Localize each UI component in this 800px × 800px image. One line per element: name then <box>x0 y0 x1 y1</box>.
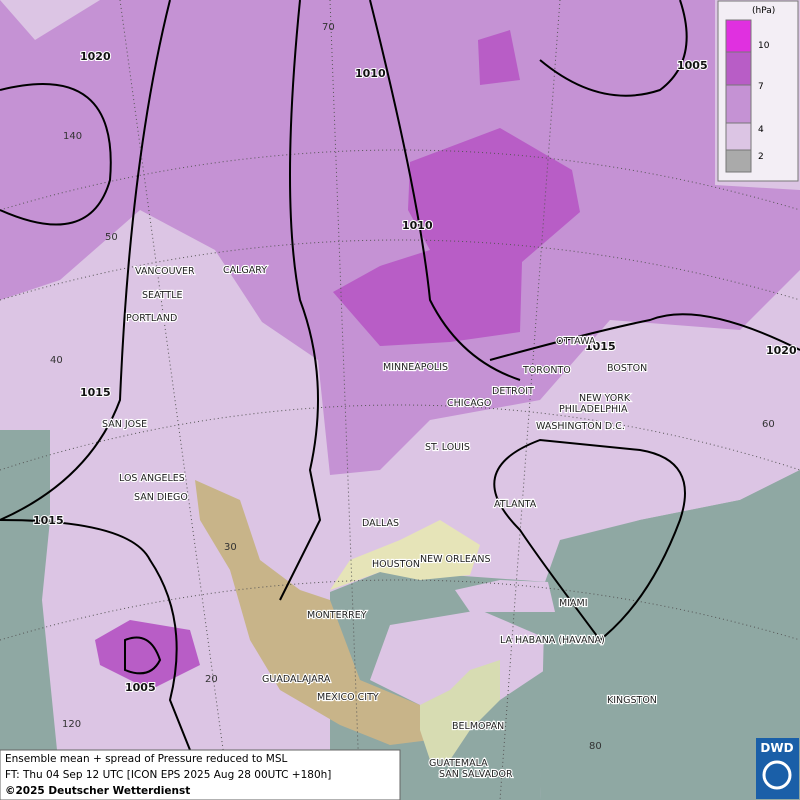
city: WASHINGTON D.C. <box>536 421 625 432</box>
isobar-label: 1015 <box>585 340 616 353</box>
city-labels: VANCOUVER CALGARY SEATTLE PORTLAND OTTAW… <box>101 264 658 781</box>
graticule-label: 120 <box>62 719 81 730</box>
graticule-label: 20 <box>205 674 218 685</box>
graticule-label: 40 <box>50 355 63 366</box>
city: SAN JOSE <box>102 419 147 430</box>
footer-line: Ensemble mean + spread of Pressure reduc… <box>5 753 288 765</box>
spread-low <box>455 580 555 612</box>
graticule-label: 50 <box>105 232 118 243</box>
legend-swatch <box>725 122 752 151</box>
graticule-label: 80 <box>589 741 602 752</box>
city: LA HABANA (HAVANA) <box>500 635 605 646</box>
city: LOS ANGELES <box>119 473 185 484</box>
isobar-label: 1020 <box>766 344 797 357</box>
city: NEW YORK <box>579 393 631 404</box>
city: SAN SALVADOR <box>439 769 513 780</box>
legend-swatch <box>725 84 752 124</box>
isobar-label: 1015 <box>80 386 111 399</box>
coastal-plain <box>330 520 480 590</box>
legend-swatch <box>725 51 752 86</box>
graticule-label: 140 <box>63 131 82 142</box>
isobar-label: 1010 <box>402 219 433 232</box>
footer-line: FT: Thu 04 Sep 12 UTC [ICON EPS 2025 Aug… <box>5 769 331 781</box>
legend-level: 2 <box>758 152 764 162</box>
spread-high <box>95 30 580 690</box>
graticule-label: 70 <box>322 22 335 33</box>
city: PORTLAND <box>126 313 177 324</box>
city: MEXICO CITY <box>317 692 379 703</box>
city: CHICAGO <box>447 398 491 409</box>
legend-level: 7 <box>758 82 764 92</box>
isobar-label: 1020 <box>80 50 111 63</box>
city: OTTAWA <box>556 336 596 347</box>
city: CALGARY <box>223 265 267 276</box>
legend-swatch <box>725 19 752 53</box>
legend: (hPa) 10 7 4 2 <box>717 0 799 182</box>
lowland <box>420 660 500 760</box>
city: MIAMI <box>559 598 588 609</box>
city: MINNEAPOLIS <box>383 362 448 373</box>
city: TORONTO <box>522 365 571 376</box>
city: GUATEMALA <box>429 758 488 769</box>
city: SEATTLE <box>142 290 183 301</box>
logo-icon <box>762 760 792 790</box>
city: BOSTON <box>607 363 647 374</box>
legend-swatch <box>725 149 752 173</box>
legend-unit: (hPa) <box>752 6 775 16</box>
city: BELMOPAN <box>452 721 504 732</box>
legend-level: 10 <box>758 41 770 51</box>
city: DALLAS <box>362 518 399 529</box>
city: MONTERREY <box>307 610 367 621</box>
city: GUADALAJARA <box>262 674 331 685</box>
legend-level: 4 <box>758 125 764 135</box>
city: DETROIT <box>492 386 534 397</box>
graticule-label: 60 <box>762 419 775 430</box>
graticule-label: 30 <box>224 542 237 553</box>
footer-box <box>0 749 401 800</box>
city: NEW ORLEANS <box>420 554 491 565</box>
isobar-label: 1005 <box>125 681 156 694</box>
isobar-label: 1005 <box>677 59 708 72</box>
city: ATLANTA <box>494 499 537 510</box>
spread-mid <box>0 0 800 475</box>
terrain <box>195 480 430 745</box>
logo-text: DWD <box>760 741 793 755</box>
ocean <box>540 470 800 800</box>
city: SAN DIEGO <box>134 492 188 503</box>
city: PHILADELPHIA <box>559 404 628 415</box>
isobar-label: 1015 <box>33 514 64 527</box>
city: VANCOUVER <box>135 266 195 277</box>
isobar-label: 1010 <box>355 67 386 80</box>
footer-line: ©2025 Deutscher Wetterdienst <box>5 785 190 797</box>
city: HOUSTON <box>372 559 420 570</box>
city: ST. LOUIS <box>425 442 470 453</box>
city: KINGSTON <box>607 695 657 706</box>
ocean <box>0 430 800 800</box>
